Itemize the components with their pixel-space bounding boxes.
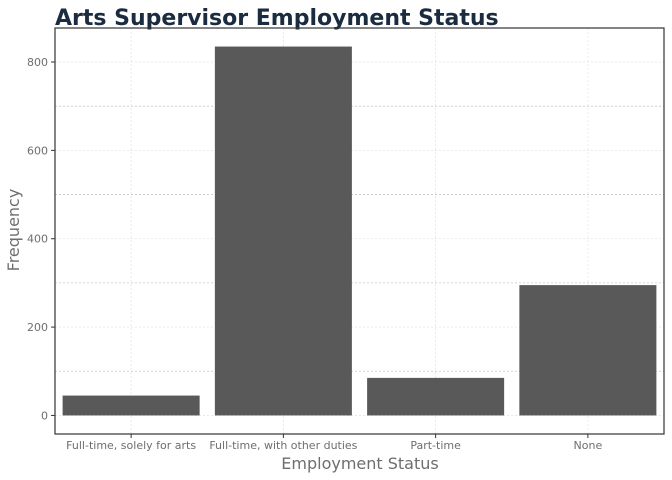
axis-ticks [51, 61, 589, 438]
x-axis-title: Employment Status [281, 454, 438, 473]
chart-title: Arts Supervisor Employment Status [55, 6, 499, 31]
bars [62, 46, 657, 416]
y-tick-label: 600 [27, 144, 48, 157]
y-axis-title: Frequency [4, 189, 23, 272]
x-tick-label: Full-time, with other duties [209, 439, 357, 452]
y-tick-label: 400 [27, 233, 48, 246]
grid-lines [55, 28, 664, 434]
x-tick-labels: Full-time, solely for arts Full-time, wit… [66, 439, 602, 452]
plot-panel [54, 27, 665, 435]
bar [214, 46, 352, 416]
y-tick-label: 200 [27, 321, 48, 334]
x-tick-label: None [574, 439, 603, 452]
x-tick-label: Full-time, solely for arts [66, 439, 196, 452]
y-tick-label: 0 [41, 409, 48, 422]
bar [367, 377, 505, 416]
x-tick-label: Part-time [410, 439, 461, 452]
bar [62, 395, 200, 416]
y-tick-label: 800 [27, 56, 48, 69]
y-tick-labels: 0 200 400 600 800 [27, 56, 48, 422]
bar [519, 285, 657, 416]
